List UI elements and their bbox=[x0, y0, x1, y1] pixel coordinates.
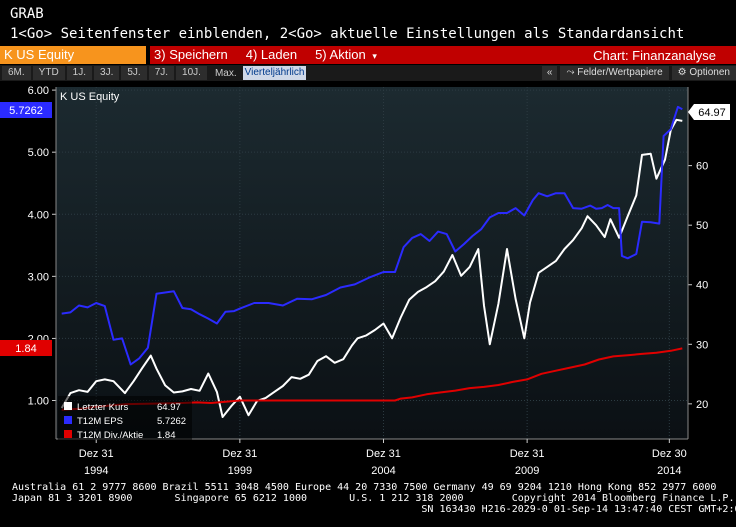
div-value-tag: 1.84 bbox=[0, 340, 52, 356]
load-menu-label: Laden bbox=[260, 47, 298, 62]
eps-series-line bbox=[61, 105, 683, 366]
save-menu-number: 3) bbox=[154, 47, 166, 62]
footer-line-2: Japan 81 3 3201 8900 Singapore 65 6212 1… bbox=[12, 493, 735, 504]
period-6m-button[interactable]: 6M. bbox=[2, 66, 31, 80]
legend-label-price: Letzter Kurs bbox=[77, 402, 128, 413]
legend-value-eps: 5.7262 bbox=[157, 416, 186, 427]
x-tick-label-bottom: 1994 bbox=[84, 465, 108, 477]
chart-legend: Letzter Kurs 64.97 T12M EPS 5.7262 T12M … bbox=[58, 396, 192, 441]
function-toolbar: K US Equity 3) Speichern 4) Laden 5) Akt… bbox=[0, 46, 736, 64]
load-menu[interactable]: 4) Laden bbox=[246, 46, 297, 64]
legend-label-eps: T12M EPS bbox=[77, 416, 123, 427]
div-value-text: 1.84 bbox=[15, 343, 36, 355]
left-axis: 1.002.003.004.005.006.00 bbox=[28, 85, 57, 439]
gear-icon: ⚙ bbox=[677, 67, 690, 78]
x-tick-label-top: Dez 31 bbox=[366, 448, 401, 460]
right-tick-label: 60 bbox=[696, 161, 708, 173]
x-tick-label-top: Dez 30 bbox=[652, 448, 687, 460]
chart-edit-icon: ⤳ bbox=[566, 67, 578, 78]
chart-title: K US Equity bbox=[60, 91, 120, 103]
x-tick-label-bottom: 2004 bbox=[371, 465, 395, 477]
securities-label: Felder/Wertpapiere bbox=[577, 67, 663, 78]
x-tick-label-top: Dez 31 bbox=[79, 448, 114, 460]
save-menu-label: Speichern bbox=[169, 47, 228, 62]
menu-bar: 3) Speichern 4) Laden 5) Aktion ▾ Chart:… bbox=[150, 46, 736, 64]
period-bar: 6M. YTD 1J. 3J. 5J. 7J. 10J. Max. Vierte… bbox=[0, 65, 736, 81]
period-ytd-button[interactable]: YTD bbox=[32, 66, 65, 80]
frequency-select[interactable]: Vierteljährlich bbox=[242, 66, 307, 80]
screen-title: GRAB bbox=[10, 6, 44, 22]
x-tick-label-bottom: 2009 bbox=[515, 465, 539, 477]
legend-swatch-div bbox=[64, 430, 72, 438]
plot-area bbox=[56, 87, 688, 439]
right-tick-label: 40 bbox=[696, 280, 708, 292]
eps-value-text: 5.7262 bbox=[9, 105, 43, 117]
legend-swatch-eps bbox=[64, 416, 72, 424]
load-menu-number: 4) bbox=[245, 47, 258, 62]
footer-line-1: Australia 61 2 9777 8600 Brazil 5511 304… bbox=[12, 482, 717, 493]
legend-label-div: T12M Div./Aktie bbox=[77, 430, 143, 441]
options-label: Optionen bbox=[689, 67, 730, 78]
legend-swatch-price bbox=[64, 402, 72, 410]
legend-value-div: 1.84 bbox=[157, 430, 176, 441]
footer-line-3: SN 163430 H216-2029-0 01-Sep-14 13:47:40… bbox=[12, 504, 736, 515]
right-tick-label: 30 bbox=[696, 339, 708, 351]
x-axis: Dez 31 1994 Dez 31 1999 Dez 31 2004 Dez 31 2009… bbox=[56, 438, 688, 477]
left-tick-label: 5.00 bbox=[28, 147, 49, 159]
right-tick-label: 50 bbox=[696, 220, 708, 232]
left-tick-label: 4.00 bbox=[28, 209, 49, 221]
period-10y-button[interactable]: 10J. bbox=[176, 66, 207, 80]
action-menu-number: 5) bbox=[315, 46, 327, 62]
x-tick-label-top: Dez 31 bbox=[510, 448, 545, 460]
right-tick-label: 20 bbox=[696, 399, 708, 411]
legend-value-price: 64.97 bbox=[157, 402, 181, 413]
price-series-line bbox=[60, 118, 683, 418]
action-menu[interactable]: 5) Aktion ▾ bbox=[315, 46, 377, 65]
period-max-button[interactable]: Max. bbox=[214, 67, 237, 79]
save-menu[interactable]: 3) Speichern bbox=[154, 46, 228, 64]
x-tick-label-top: Dez 31 bbox=[222, 448, 257, 460]
eps-value-tag: 5.7262 bbox=[0, 102, 52, 118]
options-button[interactable]: ⚙ Optionen bbox=[671, 66, 736, 80]
period-3y-button[interactable]: 3J. bbox=[94, 66, 120, 80]
hint-text: 1<Go> Seitenfenster einblenden, 2<Go> ak… bbox=[10, 26, 685, 42]
x-tick-label-bottom: 1999 bbox=[228, 465, 252, 477]
period-5y-button[interactable]: 5J. bbox=[121, 66, 147, 80]
right-axis: 20 30 40 50 60 bbox=[687, 87, 708, 439]
period-7y-button[interactable]: 7J. bbox=[148, 66, 175, 80]
price-value-text: 64.97 bbox=[698, 107, 726, 119]
left-tick-label: 6.00 bbox=[28, 85, 49, 97]
x-tick-label-bottom: 2014 bbox=[657, 465, 681, 477]
securities-button[interactable]: ⤳ Felder/Wertpapiere bbox=[560, 66, 669, 80]
footer: Australia 61 2 9777 8600 Brazil 5511 304… bbox=[12, 482, 736, 515]
ticker-input[interactable]: K US Equity bbox=[0, 46, 146, 64]
action-menu-label: Aktion bbox=[329, 46, 366, 62]
left-tick-label: 3.00 bbox=[28, 271, 49, 283]
left-tick-label: 1.00 bbox=[28, 396, 49, 408]
collapse-button[interactable]: « bbox=[541, 66, 558, 80]
chart-type-title: Chart: Finanzanalyse bbox=[593, 47, 716, 63]
period-1y-button[interactable]: 1J. bbox=[66, 66, 93, 80]
chevron-down-icon: ▾ bbox=[372, 50, 377, 61]
price-value-tag: 64.97 bbox=[688, 104, 730, 120]
